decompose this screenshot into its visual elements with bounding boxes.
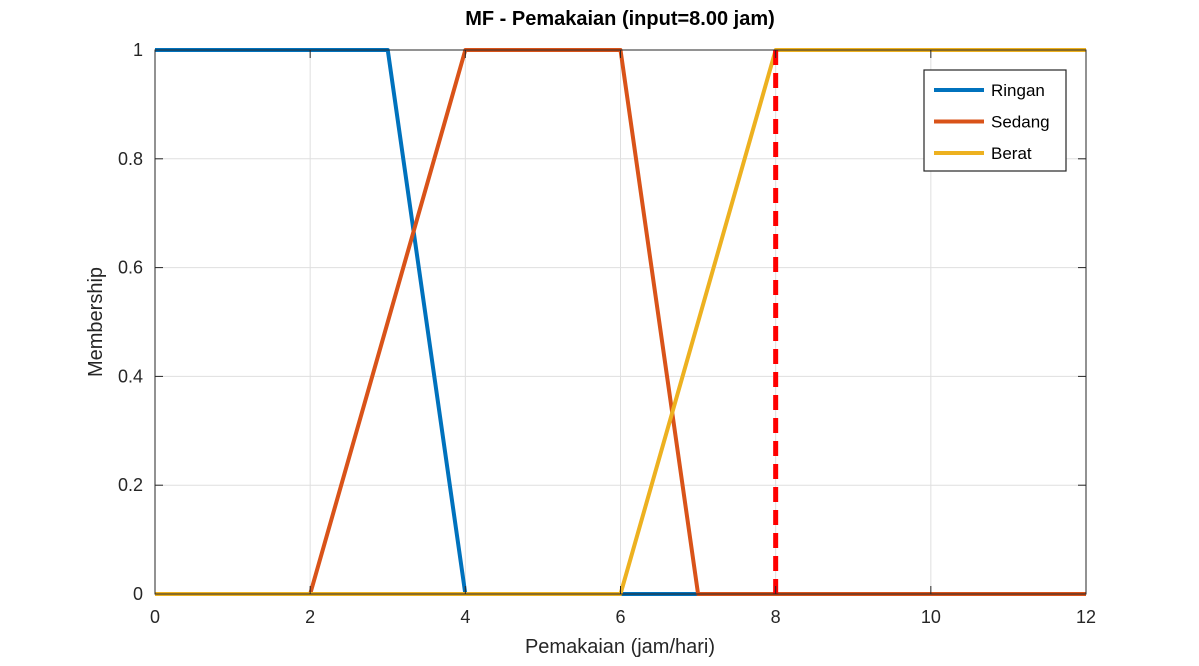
y-tick-label: 0.2 [118, 475, 143, 495]
legend-label-berat: Berat [991, 144, 1032, 163]
x-tick-label: 4 [460, 607, 470, 627]
y-axis-label: Membership [85, 267, 107, 377]
x-tick-label: 8 [771, 607, 781, 627]
y-tick-label: 1 [133, 40, 143, 60]
x-tick-label: 2 [305, 607, 315, 627]
x-tick-label: 12 [1076, 607, 1096, 627]
y-tick-label: 0.8 [118, 149, 143, 169]
legend-label-sedang: Sedang [991, 113, 1050, 132]
x-tick-label: 10 [921, 607, 941, 627]
legend: Ringan Sedang Berat [923, 69, 1067, 172]
y-tick-label: 0.6 [118, 258, 143, 278]
chart-title: MF - Pemakaian (input=8.00 jam) [465, 8, 775, 30]
tick-labels: 0 2 4 6 8 10 12 0 0.2 0.4 0.6 0.8 1 [118, 40, 1096, 627]
x-axis-label: Pemakaian (jam/hari) [525, 636, 715, 658]
x-tick-label: 0 [150, 607, 160, 627]
axes [154, 49, 1087, 595]
legend-label-ringan: Ringan [991, 81, 1045, 100]
y-tick-label: 0 [133, 584, 143, 604]
x-tick-label: 6 [615, 607, 625, 627]
y-tick-label: 0.4 [118, 366, 143, 386]
